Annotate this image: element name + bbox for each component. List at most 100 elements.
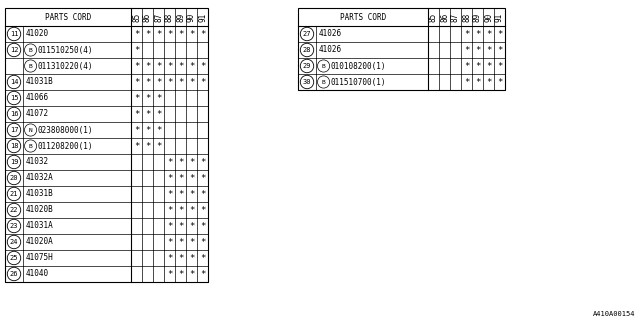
Text: 21: 21 (10, 191, 19, 197)
Text: 41020B: 41020B (26, 205, 54, 214)
Text: *: * (145, 141, 150, 150)
Text: 86: 86 (440, 12, 449, 22)
Text: *: * (497, 61, 502, 70)
Text: 41020A: 41020A (26, 237, 54, 246)
Text: 25: 25 (10, 255, 19, 261)
Text: *: * (156, 125, 161, 134)
Text: *: * (156, 109, 161, 118)
Text: A410A00154: A410A00154 (593, 311, 635, 317)
Text: *: * (486, 77, 491, 86)
Text: *: * (189, 189, 194, 198)
Text: *: * (167, 157, 172, 166)
Text: 88: 88 (165, 12, 174, 22)
Text: *: * (167, 61, 172, 70)
Text: 15: 15 (10, 95, 19, 101)
Text: 87: 87 (451, 12, 460, 22)
Text: 41032: 41032 (26, 157, 49, 166)
Text: *: * (145, 61, 150, 70)
Text: *: * (189, 237, 194, 246)
Text: 41040: 41040 (26, 269, 49, 278)
Text: 89: 89 (473, 12, 482, 22)
Text: 41032A: 41032A (26, 173, 54, 182)
Text: *: * (486, 29, 491, 38)
Text: B: B (322, 63, 326, 68)
Text: B: B (29, 63, 33, 68)
Text: *: * (167, 29, 172, 38)
Text: *: * (145, 109, 150, 118)
Bar (5, 8, 208, 282)
Text: *: * (464, 61, 469, 70)
Text: *: * (200, 157, 205, 166)
Text: 85: 85 (429, 12, 438, 22)
Text: *: * (464, 77, 469, 86)
Text: *: * (167, 221, 172, 230)
Text: *: * (156, 141, 161, 150)
Text: *: * (189, 29, 194, 38)
Text: *: * (189, 253, 194, 262)
Text: PARTS CORD: PARTS CORD (45, 12, 91, 21)
Text: *: * (189, 61, 194, 70)
Text: PARTS CORD: PARTS CORD (340, 12, 386, 21)
Text: 86: 86 (143, 12, 152, 22)
Text: 91: 91 (198, 12, 207, 22)
Text: 18: 18 (10, 143, 19, 149)
Text: 22: 22 (10, 207, 19, 213)
Text: 29: 29 (303, 63, 311, 69)
Text: *: * (134, 77, 139, 86)
Text: 20: 20 (10, 175, 19, 181)
Text: 011510250(4): 011510250(4) (38, 45, 93, 54)
Text: *: * (200, 205, 205, 214)
Text: 16: 16 (10, 111, 19, 117)
Text: 91: 91 (495, 12, 504, 22)
Text: *: * (178, 157, 183, 166)
Text: 010108200(1): 010108200(1) (331, 61, 386, 70)
Text: *: * (178, 189, 183, 198)
Text: *: * (200, 237, 205, 246)
Text: B: B (29, 47, 33, 52)
Text: *: * (167, 189, 172, 198)
Text: *: * (145, 125, 150, 134)
Text: *: * (167, 173, 172, 182)
Text: *: * (156, 29, 161, 38)
Text: 41075H: 41075H (26, 253, 54, 262)
Text: 23: 23 (10, 223, 19, 229)
Text: *: * (475, 61, 480, 70)
Text: *: * (178, 77, 183, 86)
Text: *: * (167, 237, 172, 246)
Text: 90: 90 (484, 12, 493, 22)
Text: *: * (134, 125, 139, 134)
Text: *: * (200, 61, 205, 70)
Text: *: * (200, 189, 205, 198)
Text: *: * (200, 269, 205, 278)
Text: *: * (189, 157, 194, 166)
Text: *: * (464, 45, 469, 54)
Text: *: * (167, 77, 172, 86)
Text: 41020: 41020 (26, 29, 49, 38)
Text: 27: 27 (303, 31, 311, 37)
Text: 17: 17 (10, 127, 19, 133)
Text: *: * (497, 29, 502, 38)
Text: B: B (29, 143, 33, 148)
Text: *: * (189, 77, 194, 86)
Text: *: * (134, 61, 139, 70)
Text: *: * (156, 93, 161, 102)
Text: *: * (189, 269, 194, 278)
Text: N: N (29, 127, 33, 132)
Text: 41031A: 41031A (26, 221, 54, 230)
Text: *: * (145, 77, 150, 86)
Text: 85: 85 (132, 12, 141, 22)
Text: 30: 30 (303, 79, 311, 85)
Text: *: * (145, 93, 150, 102)
Text: *: * (178, 269, 183, 278)
Text: 023808000(1): 023808000(1) (38, 125, 93, 134)
Text: *: * (134, 29, 139, 38)
Text: *: * (134, 93, 139, 102)
Text: 41066: 41066 (26, 93, 49, 102)
Text: *: * (189, 173, 194, 182)
Text: *: * (178, 173, 183, 182)
Text: 41026: 41026 (319, 29, 342, 38)
Text: *: * (134, 45, 139, 54)
Text: *: * (134, 141, 139, 150)
Text: 88: 88 (462, 12, 471, 22)
Text: 87: 87 (154, 12, 163, 22)
